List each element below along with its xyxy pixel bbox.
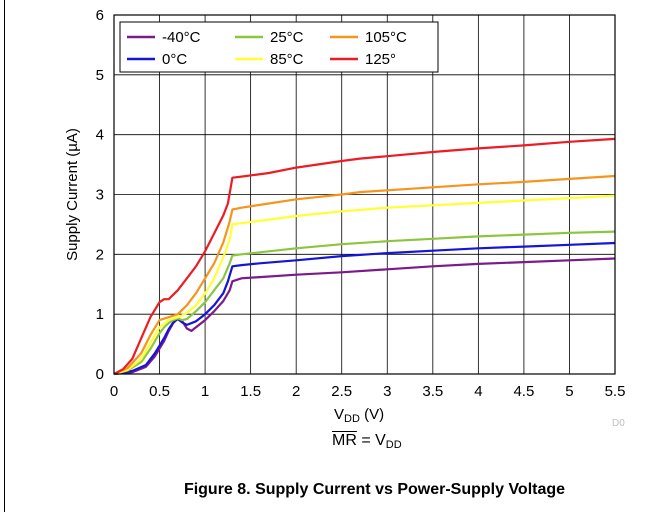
y-tick-label: 6	[96, 7, 104, 24]
legend-label: 25°C	[270, 29, 304, 46]
y-tick-label: 1	[96, 306, 104, 323]
chart-series	[113, 137, 616, 376]
document-id: D0	[612, 418, 625, 429]
legend-label: 105°C	[365, 29, 407, 46]
x-tick-label: 4	[474, 383, 482, 400]
series-line	[113, 194, 616, 376]
test-condition: MR = VDD	[332, 432, 402, 451]
legend-box	[119, 21, 439, 73]
series-line	[113, 174, 616, 376]
x-tick-label: 1.5	[240, 383, 261, 400]
y-tick-label: 4	[96, 127, 104, 144]
x-tick-label: 0.5	[149, 383, 170, 400]
x-tick-label: 4.5	[513, 383, 534, 400]
x-axis-label: VDD (V)	[334, 406, 385, 425]
x-tick-label: 5	[565, 383, 573, 400]
x-tick-label: 2	[292, 383, 300, 400]
series-line	[113, 230, 616, 376]
y-axis-label: Supply Current (µA)	[64, 128, 81, 261]
series-line	[113, 241, 616, 376]
figure-caption: Figure 8. Supply Current vs Power-Supply…	[183, 481, 566, 498]
y-tick-label: 3	[96, 187, 104, 204]
y-axis-ticks: 0 1 2 3 4 5 6	[96, 7, 104, 383]
legend: -40°C 0°C 25°C 85°C 105°C 125°	[119, 21, 439, 73]
y-tick-label: 2	[96, 246, 104, 263]
x-tick-label: 2.5	[331, 383, 352, 400]
x-tick-label: 1	[201, 383, 209, 400]
x-tick-label: 3.5	[422, 383, 443, 400]
legend-label: 125°	[365, 51, 396, 68]
legend-label: 85°C	[270, 51, 304, 68]
series-line	[113, 257, 616, 376]
page-frame-line	[4, 0, 5, 512]
x-tick-label: 0	[110, 383, 118, 400]
y-tick-label: 0	[96, 366, 104, 383]
supply-current-chart: 0 0.5 1 1.5 2 2.5 3 3.5 4 4.5 5 5.5 0 1 2 3 4 5 6 Supply …	[64, 7, 626, 400]
y-tick-label: 5	[96, 67, 104, 84]
x-tick-label: 3	[383, 383, 391, 400]
plot-border	[113, 14, 616, 375]
series-line	[113, 137, 616, 375]
x-tick-label: 5.5	[605, 383, 626, 400]
mr-symbol: MR	[332, 432, 357, 449]
x-axis-ticks: 0 0.5 1 1.5 2 2.5 3 3.5 4 4.5 5 5.5	[110, 383, 626, 400]
legend-label: -40°C	[162, 29, 201, 46]
legend-label: 0°C	[162, 51, 187, 68]
